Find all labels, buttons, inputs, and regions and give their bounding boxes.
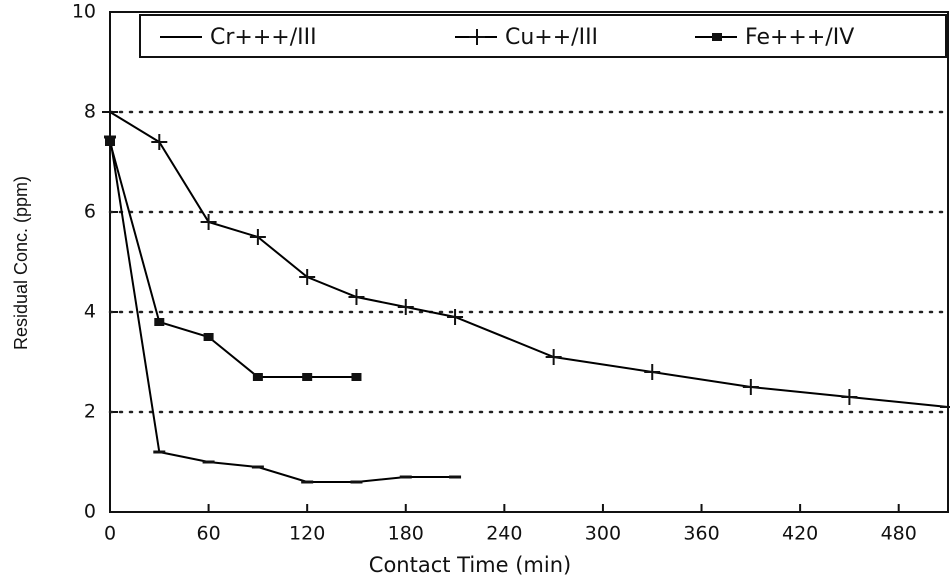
x-tick-label: 360 — [683, 523, 719, 545]
y-tick-label: 4 — [84, 301, 96, 323]
x-tick-label: 300 — [585, 523, 621, 545]
legend-marker — [712, 33, 722, 41]
legend-label: Cu++/III — [505, 25, 598, 50]
marker — [351, 373, 362, 381]
marker — [252, 373, 263, 381]
marker — [644, 364, 661, 380]
marker — [203, 333, 214, 341]
marker — [299, 269, 316, 285]
legend-label: Cr+++/III — [210, 25, 317, 50]
legend-label: Fe+++/IV — [745, 25, 854, 50]
marker — [302, 373, 313, 381]
marker — [742, 379, 759, 395]
plot-frame — [109, 11, 949, 513]
y-tick-label: 10 — [72, 1, 96, 23]
marker — [545, 349, 562, 365]
x-tick-label: 180 — [388, 523, 424, 545]
marker — [102, 104, 118, 120]
marker — [200, 214, 217, 230]
y-tick-label: 6 — [84, 201, 96, 223]
marker — [397, 299, 414, 315]
marker — [348, 289, 365, 305]
x-axis-label: Contact Time (min) — [369, 553, 571, 577]
x-tick-label: 420 — [782, 523, 818, 545]
x-tick-label: 480 — [881, 523, 917, 545]
marker — [105, 138, 115, 146]
y-tick-label: 0 — [84, 501, 96, 523]
y-axis-label: Residual Conc. (ppm) — [11, 176, 31, 350]
marker — [151, 134, 168, 150]
marker — [249, 229, 266, 245]
marker — [447, 309, 464, 325]
y-tick-label: 2 — [84, 401, 96, 423]
legend-marker — [469, 29, 485, 45]
series-line — [109, 141, 357, 378]
marker — [154, 318, 165, 326]
series-line — [109, 111, 949, 408]
x-tick-label: 120 — [289, 523, 325, 545]
marker — [841, 389, 858, 405]
marker — [940, 399, 950, 415]
x-tick-label: 240 — [486, 523, 522, 545]
x-tick-label: 60 — [196, 523, 220, 545]
series-line — [109, 136, 456, 483]
legend-box — [139, 14, 947, 58]
y-tick-label: 8 — [84, 101, 96, 123]
x-tick-label: 0 — [104, 523, 116, 545]
